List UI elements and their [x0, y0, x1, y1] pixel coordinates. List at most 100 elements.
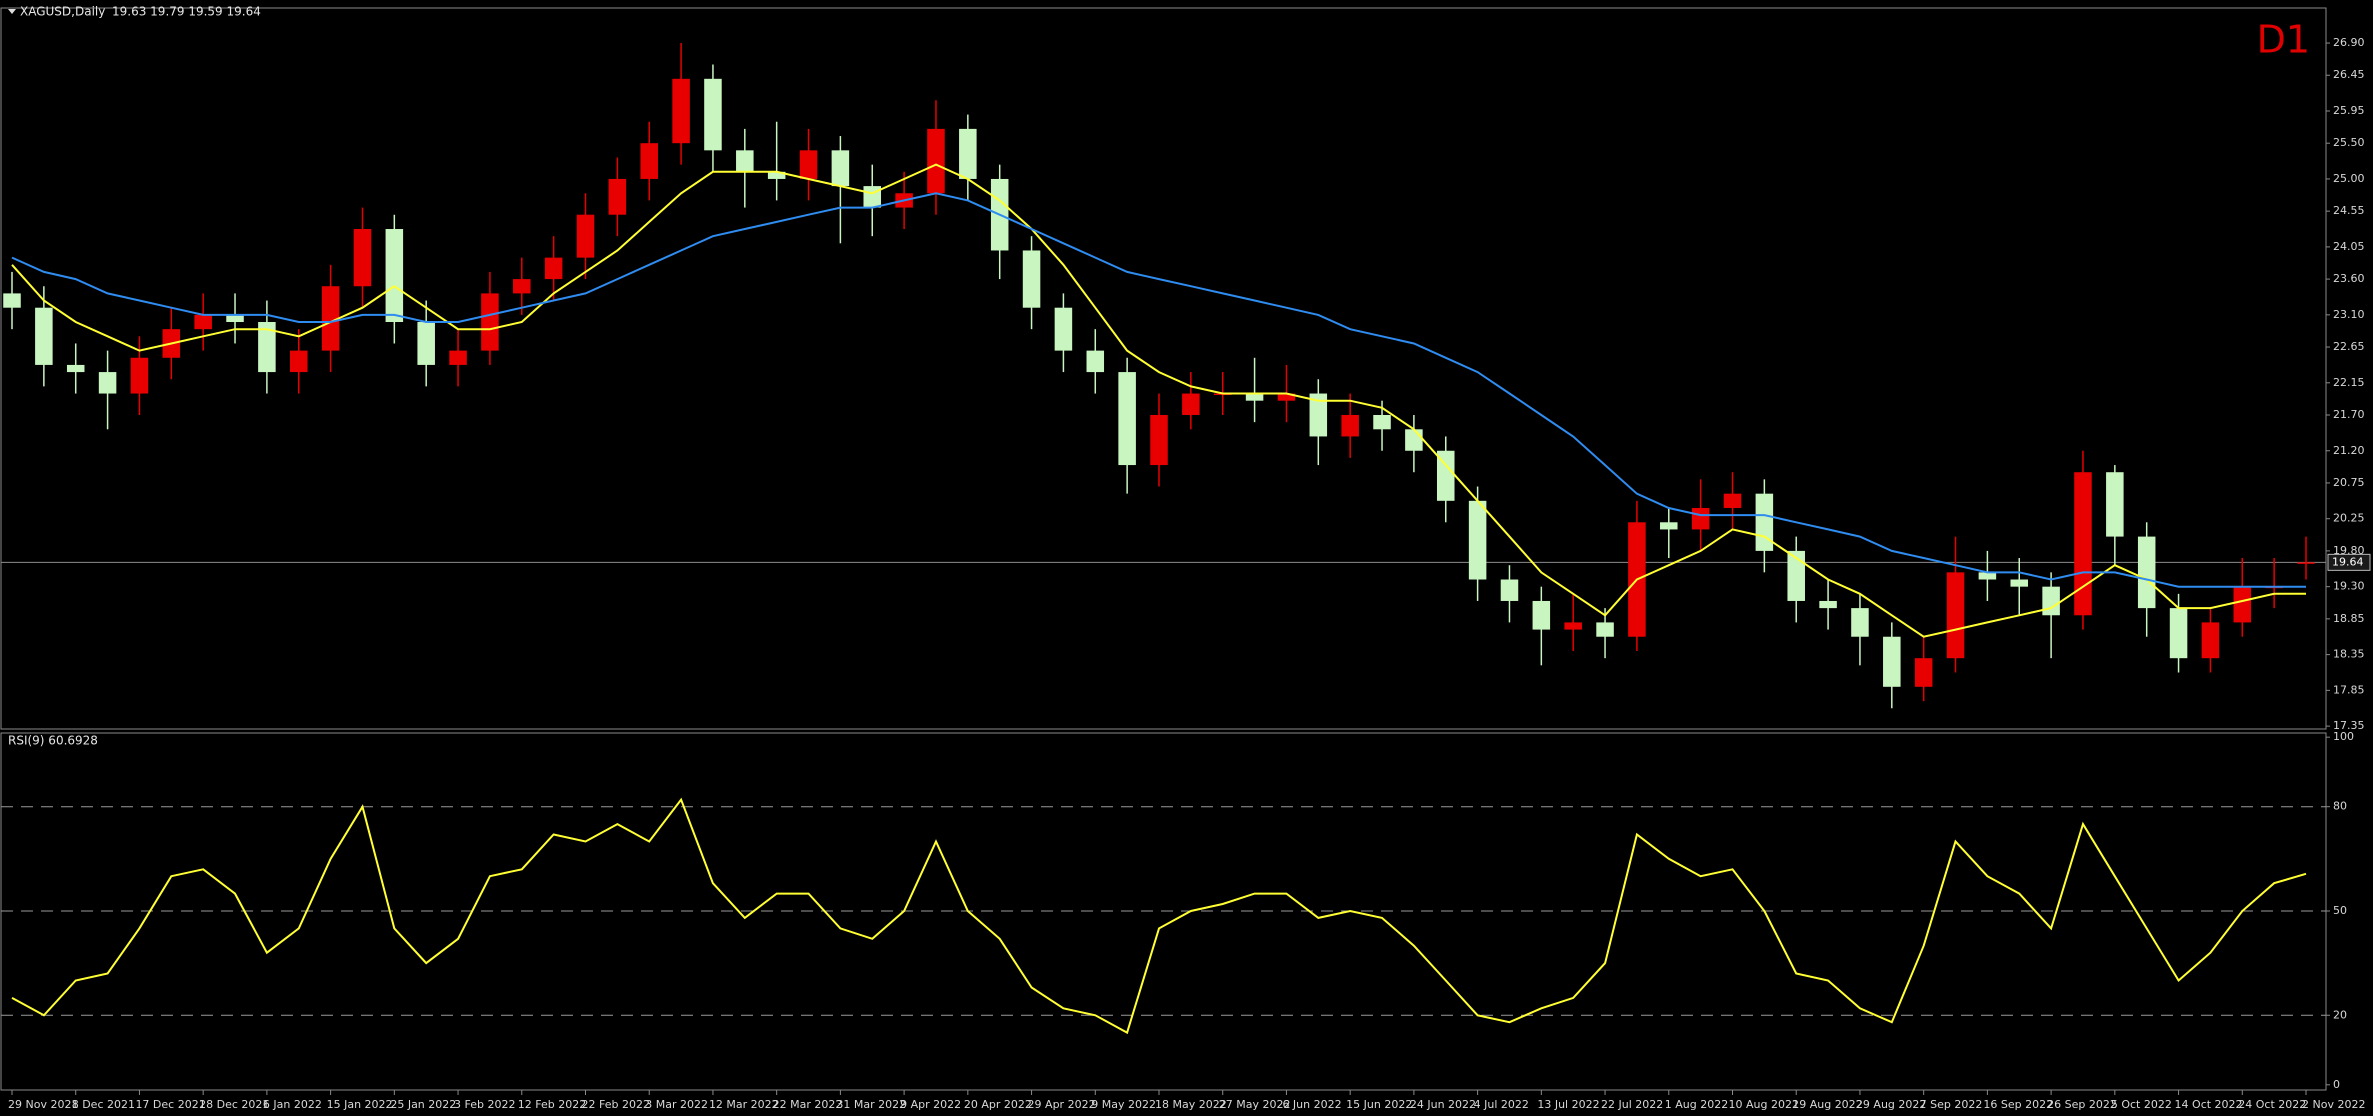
x-tick-label: 31 Mar 2022 — [836, 1098, 906, 1111]
candle-body — [640, 143, 658, 179]
y-tick-label: 18.85 — [2333, 612, 2365, 625]
x-tick-label: 24 Oct 2022 — [2238, 1098, 2306, 1111]
y-tick-label: 22.65 — [2333, 340, 2365, 353]
candle-body — [385, 229, 404, 323]
candle-body — [1245, 393, 1264, 401]
y-tick-label: 17.35 — [2333, 719, 2365, 732]
x-tick-label: 12 Mar 2022 — [709, 1098, 779, 1111]
ohlc-label: 19.63 19.79 19.59 19.64 — [112, 5, 261, 19]
candle-body — [289, 350, 308, 373]
candle-body — [1022, 250, 1041, 308]
candle-body — [1341, 414, 1359, 437]
x-tick-label: 12 Feb 2022 — [518, 1098, 586, 1111]
rsi-y-tick-label: 0 — [2333, 1078, 2340, 1091]
candle-body — [576, 214, 595, 258]
candle-body — [1405, 429, 1423, 451]
candle-body — [2297, 562, 2315, 564]
candle-body — [2137, 536, 2156, 609]
candle-body — [1978, 572, 1997, 580]
candle-body — [66, 364, 85, 373]
y-tick-label: 25.00 — [2333, 172, 2365, 185]
candle-body — [863, 186, 882, 208]
x-tick-label: 17 Dec 2021 — [135, 1098, 205, 1111]
candle-body — [1054, 307, 1073, 351]
x-tick-label: 15 Jan 2022 — [327, 1098, 393, 1111]
candle-body — [449, 350, 467, 365]
y-tick-label: 22.15 — [2333, 376, 2365, 389]
candle-body — [1118, 372, 1136, 466]
candle-body — [2233, 586, 2252, 623]
y-tick-label: 21.20 — [2333, 444, 2365, 457]
candle-body — [353, 229, 372, 287]
candle-body — [608, 178, 627, 215]
candle-body — [1182, 393, 1200, 415]
timeframe-label: D1 — [2257, 18, 2310, 62]
candle-body — [1373, 414, 1391, 430]
x-tick-label: 29 Nov 2021 — [8, 1098, 78, 1111]
y-tick-label: 26.45 — [2333, 68, 2365, 81]
candle-body — [35, 307, 53, 365]
candle-body — [2042, 586, 2060, 616]
x-tick-label: 8 Dec 2021 — [72, 1098, 135, 1111]
x-tick-label: 13 Jul 2022 — [1537, 1098, 1599, 1111]
candle-body — [1755, 493, 1774, 551]
moving-average — [11, 163, 2306, 638]
x-tick-label: 10 Aug 2022 — [1729, 1098, 1799, 1111]
rsi-line — [11, 797, 2307, 1035]
x-tick-label: 3 Mar 2022 — [645, 1098, 708, 1111]
x-tick-label: 14 Oct 2022 — [2175, 1098, 2243, 1111]
y-tick-label: 25.95 — [2333, 104, 2365, 117]
rsi-y-tick-label: 20 — [2333, 1008, 2347, 1021]
candle-body — [544, 257, 563, 280]
x-tick-label: 3 Feb 2022 — [454, 1098, 515, 1111]
candle-body — [1564, 622, 1582, 630]
candle-body — [321, 286, 340, 351]
candle-body — [959, 128, 977, 179]
candle-body — [194, 314, 212, 330]
x-tick-label: 22 Mar 2022 — [773, 1098, 843, 1111]
rsi-y-tick-label: 80 — [2333, 800, 2347, 813]
y-tick-label: 19.80 — [2333, 544, 2365, 557]
y-tick-label: 20.75 — [2333, 476, 2365, 489]
x-tick-label: 16 Sep 2022 — [1983, 1098, 2053, 1111]
y-tick-label: 20.25 — [2333, 512, 2365, 525]
candle-body — [1150, 414, 1168, 466]
candle-body — [799, 150, 818, 179]
y-tick-label: 23.10 — [2333, 308, 2365, 321]
x-tick-label: 26 Sep 2022 — [2047, 1098, 2117, 1111]
menu-triangle[interactable] — [8, 9, 16, 14]
price-panel — [0, 7, 2327, 730]
candle-body — [672, 78, 690, 144]
candle-body — [767, 171, 786, 179]
price-line-label: 19.64 — [2332, 555, 2364, 568]
x-tick-label: 20 Apr 2022 — [964, 1098, 1032, 1111]
y-tick-label: 26.90 — [2333, 36, 2365, 49]
candle-body — [704, 78, 722, 151]
candle-body — [1596, 622, 1614, 637]
x-tick-label: 5 Oct 2022 — [2111, 1098, 2172, 1111]
rsi-y-tick-label: 50 — [2333, 904, 2347, 917]
x-tick-label: 28 Dec 2021 — [199, 1098, 269, 1111]
x-tick-label: 24 Jun 2022 — [1410, 1098, 1476, 1111]
candle-body — [1819, 600, 1837, 609]
candle-body — [258, 322, 276, 373]
x-tick-label: 7 Sep 2022 — [1920, 1098, 1983, 1111]
candle-body — [1946, 572, 1965, 659]
candle-body — [2010, 579, 2029, 587]
candle-body — [3, 293, 21, 308]
rsi-y-tick-label: 100 — [2333, 730, 2354, 743]
x-tick-label: 1 Aug 2022 — [1665, 1098, 1728, 1111]
candle-body — [1532, 600, 1551, 630]
x-tick-label: 29 Aug 2022 — [1856, 1098, 1926, 1111]
candle-body — [1787, 550, 1805, 601]
candle-body — [1468, 500, 1487, 580]
x-tick-label: 22 Feb 2022 — [582, 1098, 650, 1111]
candle-body — [927, 128, 945, 194]
y-tick-label: 19.30 — [2333, 580, 2365, 593]
y-tick-label: 24.05 — [2333, 240, 2365, 253]
candle-body — [226, 314, 244, 323]
x-tick-label: 9 May 2022 — [1091, 1098, 1156, 1111]
